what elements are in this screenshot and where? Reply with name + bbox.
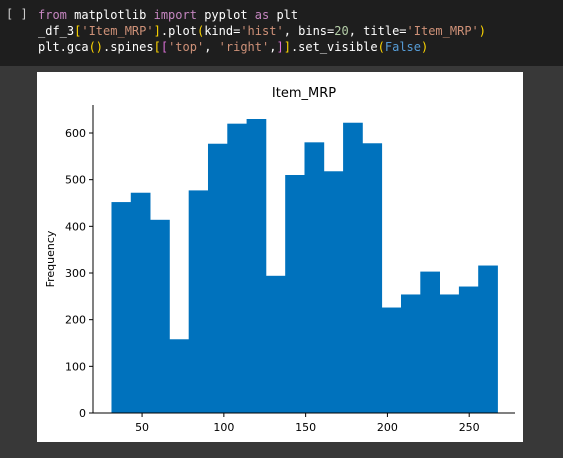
code-token: pyplot	[196, 8, 255, 22]
code-token: 'Item_MRP'	[406, 24, 479, 38]
code-token: 'hist'	[240, 24, 284, 38]
histogram-bar	[111, 202, 132, 413]
y-tick-label: 400	[65, 220, 86, 233]
code-token: 'right'	[218, 40, 270, 54]
histogram-bar	[227, 123, 247, 414]
code-token: .plot	[160, 24, 197, 38]
code-line: _df_3['Item_MRP'].plot(kind='hist', bins…	[38, 23, 486, 39]
histogram-bar	[439, 294, 460, 413]
y-tick-label: 600	[65, 127, 86, 140]
code-token: ]	[276, 40, 284, 54]
code-token: .set_visible	[290, 40, 378, 54]
histogram-bar	[150, 219, 170, 413]
code-token: , title=	[348, 24, 407, 38]
x-tick-label: 100	[213, 421, 234, 434]
code-token: 20	[334, 24, 349, 38]
y-axis-label: Frequency	[44, 230, 57, 287]
code-token: plt	[269, 8, 299, 22]
code-token: from	[38, 8, 67, 22]
cell-output: 0 100 200 300 400 500 600 50 100 150 200 250 Item_MR…	[0, 66, 563, 458]
code-editor[interactable]: [ ] from matplotlib import pyplot as plt…	[0, 0, 563, 66]
histogram-bar	[343, 122, 363, 414]
code-token: (	[196, 24, 205, 38]
code-token: 'top'	[168, 40, 205, 54]
code-token: [	[74, 24, 82, 38]
y-tick-label: 100	[65, 360, 86, 373]
y-tick-label: 300	[65, 267, 86, 280]
code-text[interactable]: from matplotlib import pyplot as plt _df_…	[38, 7, 486, 55]
code-token: import	[153, 8, 197, 22]
histogram-bar	[381, 307, 402, 413]
histogram-bar	[130, 192, 151, 413]
histogram-bar	[478, 265, 498, 413]
x-tick-label: 150	[295, 421, 316, 434]
histogram-bar	[304, 142, 325, 413]
histogram-bar	[265, 275, 286, 413]
code-token: [	[153, 40, 161, 54]
code-token: kind=	[204, 24, 241, 38]
code-token: as	[254, 8, 270, 22]
run-cell-prompt[interactable]: [ ]	[6, 7, 28, 21]
histogram-bar	[188, 190, 209, 413]
code-token: plt.gca	[38, 40, 89, 54]
code-token: .spines	[103, 40, 154, 54]
chart-title: Item_MRP	[272, 86, 336, 101]
code-token: )	[478, 24, 486, 38]
code-token: _df_3	[38, 24, 75, 38]
code-token: ,	[269, 40, 277, 54]
x-tick-label: 200	[377, 421, 398, 434]
y-tick-label: 500	[65, 174, 86, 187]
code-token: ()	[88, 40, 104, 54]
histogram-chart: 0 100 200 300 400 500 600 50 100 150 200 250 Item_MR…	[44, 86, 515, 434]
code-line: from matplotlib import pyplot as plt	[38, 7, 486, 23]
x-tick-label: 50	[135, 421, 149, 434]
code-token: [	[160, 40, 169, 54]
histogram-bar	[420, 271, 440, 413]
code-token: False	[384, 40, 421, 54]
code-token: )	[421, 40, 429, 54]
x-tick-label: 250	[459, 421, 480, 434]
histogram-bar	[246, 119, 267, 413]
histogram-bar	[285, 175, 305, 413]
code-token: (	[377, 40, 385, 54]
code-token: matplotlib	[66, 8, 154, 22]
histogram-bar	[169, 339, 190, 413]
plot-output: 0 100 200 300 400 500 600 50 100 150 200 250 Item_MR…	[37, 72, 523, 442]
code-token: , bins=	[283, 24, 335, 38]
y-tick-label: 200	[65, 314, 86, 327]
histogram-bar	[400, 294, 421, 413]
code-token: ]	[153, 24, 161, 38]
histogram-bar	[458, 286, 479, 413]
code-token: ,	[204, 40, 219, 54]
histogram-bar	[207, 143, 228, 413]
code-line: plt.gca().spines[['top', 'right',]].set_…	[38, 39, 486, 55]
code-token: 'Item_MRP'	[81, 24, 154, 38]
code-token: ]	[283, 40, 291, 54]
histogram-bar	[362, 143, 383, 413]
histogram-bar	[323, 171, 344, 413]
y-tick-label: 0	[79, 407, 86, 420]
